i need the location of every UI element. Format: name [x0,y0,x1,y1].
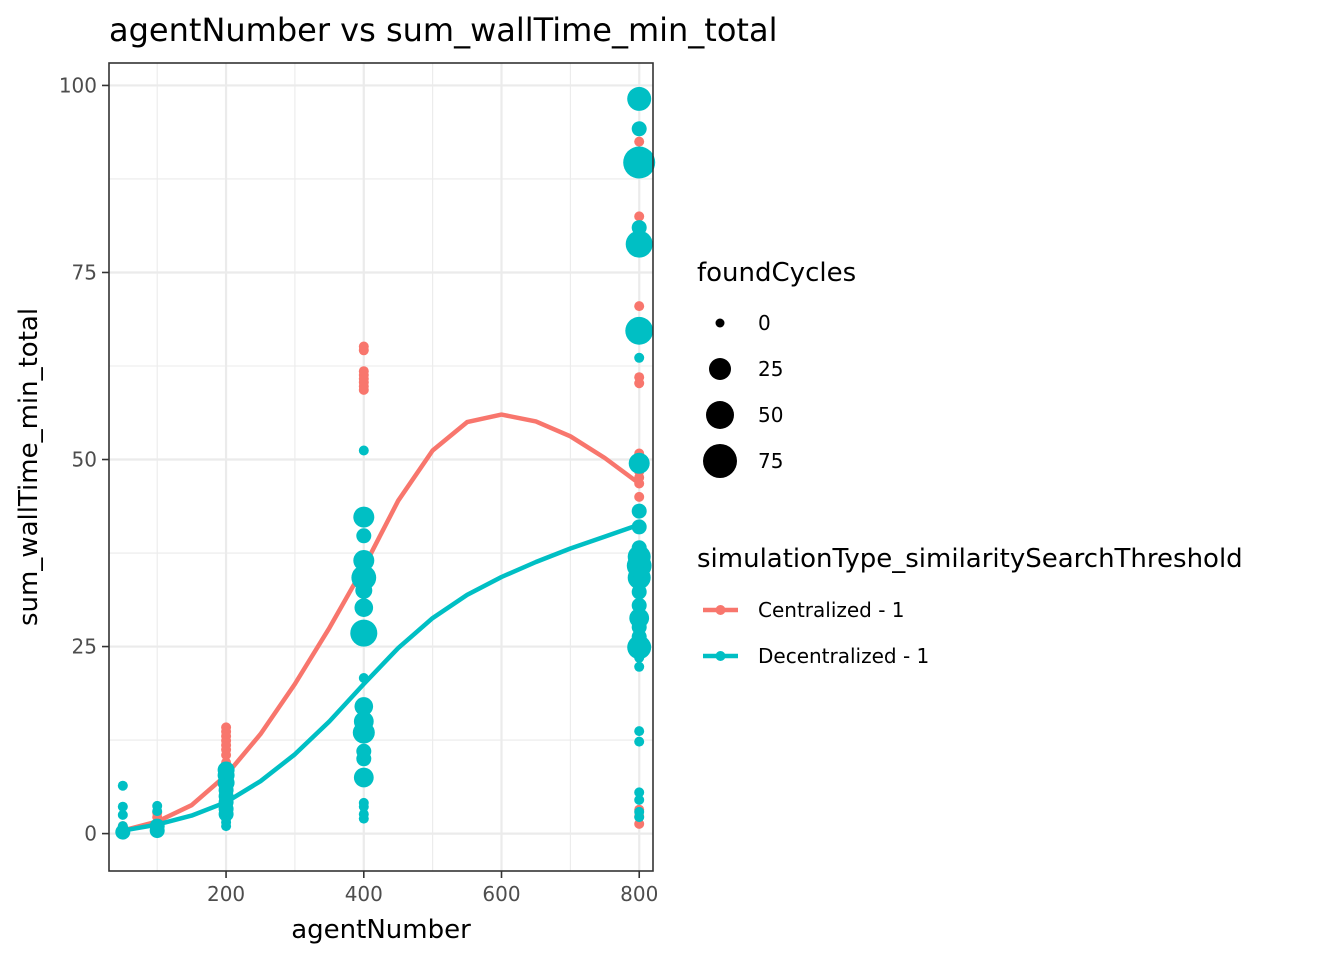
color-legend-dot [715,605,726,615]
data-point [631,121,647,137]
data-point [354,598,374,617]
data-point [634,726,645,737]
data-point [625,230,653,258]
size-legend-key [715,318,725,328]
data-point [117,780,128,791]
data-point [350,619,378,647]
x-tick-label: 200 [207,882,245,906]
data-point [631,540,647,556]
data-point [634,806,645,817]
data-point [634,491,645,502]
size-legend-items: 0 25 50 75 [703,311,783,478]
grid-major [109,63,653,871]
data-points [115,86,656,840]
data-point [631,597,647,613]
data-point [217,761,235,779]
color-legend-label: Centralized - 1 [758,598,905,622]
color-legend-items: Centralized - 1 Decentralized - 1 [703,598,929,668]
x-axis-title: agentNumber [291,915,471,945]
y-axis: 0 25 50 75 100 [59,73,109,846]
trend-line [120,522,642,833]
data-point [634,736,645,747]
color-legend-title: simulationType_similaritySearchThreshold [697,544,1243,574]
panel-border [108,62,654,872]
data-point [627,86,652,111]
y-tick-label: 50 [72,448,97,472]
data-point [221,722,232,733]
data-point [358,366,369,377]
color-legend: simulationType_similaritySearchThreshold… [697,544,1243,668]
x-tick-label: 800 [620,882,658,906]
y-axis-title: sum_wallTime_min_total [14,308,44,626]
size-legend-title: foundCycles [697,258,856,288]
size-legend: foundCycles 0 25 50 75 [697,258,856,478]
data-point [353,506,375,528]
data-point [631,220,647,236]
y-tick-label: 75 [72,260,97,284]
y-tick-label: 100 [59,73,97,97]
data-point [149,818,165,834]
data-point [634,661,645,672]
data-point [353,767,374,788]
size-legend-label: 25 [758,357,783,381]
y-tick-label: 0 [84,822,97,846]
data-point [634,372,645,383]
grid-minor [109,63,653,871]
data-point [631,503,647,519]
size-legend-key [703,444,737,478]
size-legend-key [706,401,734,429]
size-legend-label: 0 [758,311,771,335]
data-point [625,316,654,345]
data-point [152,800,163,811]
trend-lines [120,412,642,833]
data-point [358,341,369,352]
trend-line [120,412,642,833]
size-legend-key [709,358,731,380]
data-point [634,794,645,805]
data-point [356,528,372,544]
data-point [634,211,645,222]
data-point [629,608,650,628]
data-point [358,809,369,820]
color-legend-label: Decentralized - 1 [758,644,929,668]
data-point [117,809,128,820]
data-point [351,565,377,591]
data-point [634,136,645,147]
data-point [358,797,369,808]
data-point [634,352,645,363]
data-point [117,801,128,812]
data-point [358,673,369,683]
data-point [631,519,647,535]
data-point [353,550,375,571]
chart-title: agentNumber vs sum_wallTime_min_total [109,11,777,49]
y-tick-label: 25 [72,635,97,659]
data-point [354,697,374,716]
data-point [353,711,374,732]
x-axis: 200 400 600 800 [207,871,658,906]
data-point [623,146,656,179]
size-legend-label: 75 [758,449,783,473]
x-tick-label: 400 [345,882,383,906]
size-legend-label: 50 [758,403,783,427]
data-point [634,301,645,312]
color-legend-dot [715,651,726,661]
data-point [358,445,369,456]
data-point [634,787,645,798]
data-point [356,743,372,759]
data-point [628,452,650,474]
x-tick-label: 600 [482,882,520,906]
data-point [117,821,128,832]
